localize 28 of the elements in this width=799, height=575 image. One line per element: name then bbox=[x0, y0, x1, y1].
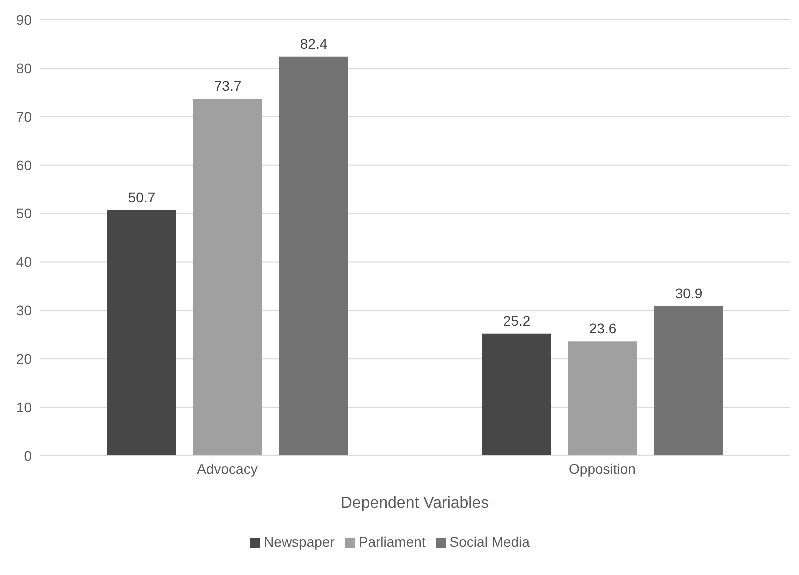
y-tick-label: 40 bbox=[16, 254, 32, 270]
y-tick-label: 50 bbox=[16, 206, 32, 222]
y-tick-label: 90 bbox=[16, 12, 32, 28]
bar bbox=[568, 342, 638, 456]
y-tick-label: 0 bbox=[24, 448, 32, 464]
data-label: 25.2 bbox=[503, 312, 531, 329]
y-tick-label: 30 bbox=[16, 302, 32, 319]
bar bbox=[280, 56, 348, 456]
bar bbox=[654, 306, 724, 456]
legend-label: Newspaper bbox=[264, 534, 335, 550]
x-tick-label: Advocacy bbox=[197, 460, 258, 477]
x-axis-title: Dependent Variables bbox=[340, 495, 490, 512]
legend-label: Parliament bbox=[358, 534, 426, 550]
x-tick-label: Opposition bbox=[569, 460, 636, 477]
bar bbox=[108, 210, 176, 456]
y-tick-label: 10 bbox=[16, 400, 32, 416]
data-label: 50.7 bbox=[128, 189, 156, 206]
data-label: 82.4 bbox=[300, 36, 328, 52]
bar bbox=[194, 98, 262, 456]
y-tick-label: 80 bbox=[16, 60, 32, 76]
y-tick-label: 60 bbox=[16, 157, 32, 174]
data-label: 23.6 bbox=[589, 320, 617, 337]
data-label: 30.9 bbox=[675, 285, 703, 302]
legend-label: Social Media bbox=[450, 534, 530, 550]
data-label: 73.7 bbox=[214, 78, 242, 94]
y-tick-label: 20 bbox=[16, 351, 32, 368]
bar bbox=[482, 334, 552, 456]
y-tick-label: 70 bbox=[16, 108, 32, 125]
